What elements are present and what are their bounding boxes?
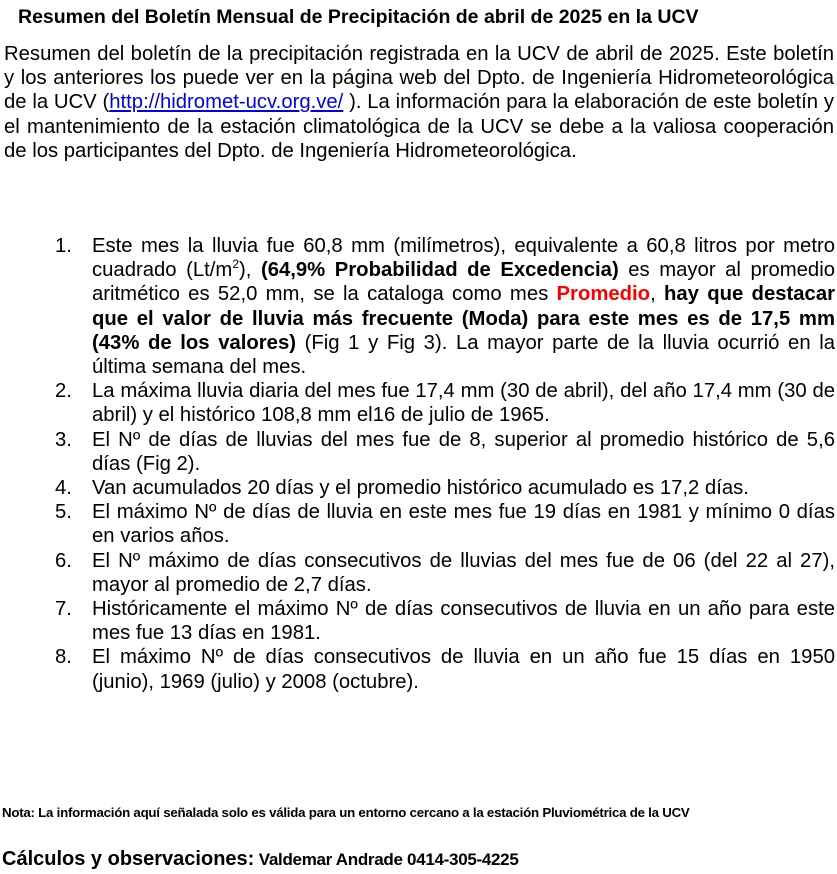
item-number: 8. — [55, 646, 72, 669]
intro-paragraph: Resumen del boletín de la precipitación … — [4, 42, 834, 163]
superscript: 2 — [232, 257, 240, 272]
intro-text-before: Resumen del boletín de la precipitación … — [4, 43, 834, 114]
item-text: Este mes la lluvia fue 60,8 mm (milímetr… — [92, 235, 835, 282]
hidromet-link[interactable]: http://hidromet-ucv.org.ve/ — [109, 91, 344, 114]
document-title: Resumen del Boletín Mensual de Precipita… — [18, 6, 699, 28]
footnote: Nota: La información aquí señalada solo … — [2, 805, 690, 820]
item-text: , — [650, 283, 664, 306]
item-text: es mayor al promedio aritmético es 52,0 … — [92, 259, 836, 306]
list-item: 6. El Nº máximo de días consecutivos de l… — [0, 549, 835, 597]
item-text: ), — [239, 259, 261, 282]
bold-text: hay que destacar que el valor de lluvia … — [92, 283, 835, 354]
item-text: La máxima lluvia diaria del mes fue 17,4… — [92, 380, 835, 427]
item-text: El Nº de días de lluvias del mes fue de … — [92, 428, 835, 475]
item-number: 4. — [55, 477, 72, 500]
summary-list: 1. Este mes la lluvia fue 60,8 mm (milíme… — [0, 234, 835, 694]
list-item: 7. Históricamente el máximo Nº de días co… — [0, 597, 835, 645]
item-number: 1. — [55, 235, 72, 257]
item-number: 6. — [55, 549, 72, 572]
item-text: El máximo Nº de días de lluvia en este m… — [92, 501, 835, 548]
list-item: 5. El máximo Nº de días de lluvia en este… — [0, 500, 835, 548]
category-highlight: Promedio — [556, 283, 651, 306]
list-item: 4. Van acumulados 20 días y el promedio h… — [0, 476, 835, 500]
list-item: 8. El máximo Nº de días consecutivos de l… — [0, 645, 835, 693]
item-text: (Fig 1 y Fig 3). La mayor parte de la ll… — [92, 331, 836, 379]
item-text: El máximo Nº de días consecutivos de llu… — [92, 646, 835, 693]
item-text: El Nº máximo de días consecutivos de llu… — [92, 549, 835, 596]
credits: Cálculos y observaciones: Valdemar Andra… — [2, 848, 519, 871]
credits-label: Cálculos y observaciones: — [2, 848, 255, 870]
list-item: 1. Este mes la lluvia fue 60,8 mm (milíme… — [0, 234, 835, 379]
item-number: 7. — [55, 598, 72, 621]
item-number: 5. — [55, 501, 72, 524]
item-number: 3. — [55, 428, 72, 451]
bold-text: (64,9% Probabilidad de Excedencia) — [260, 259, 619, 282]
list-item: 3. El Nº de días de lluvias del mes fue d… — [0, 428, 835, 476]
list-item: 2. La máxima lluvia diaria del mes fue 17… — [0, 379, 835, 427]
item-text: Van acumulados 20 días y el promedio his… — [92, 477, 749, 500]
item-text: Históricamente el máximo Nº de días cons… — [92, 598, 835, 645]
credits-name: Valdemar Andrade 0414-305-4225 — [258, 850, 519, 869]
item-number: 2. — [55, 380, 72, 403]
intro-text-after: ). La información para la elaboración de… — [4, 91, 834, 162]
